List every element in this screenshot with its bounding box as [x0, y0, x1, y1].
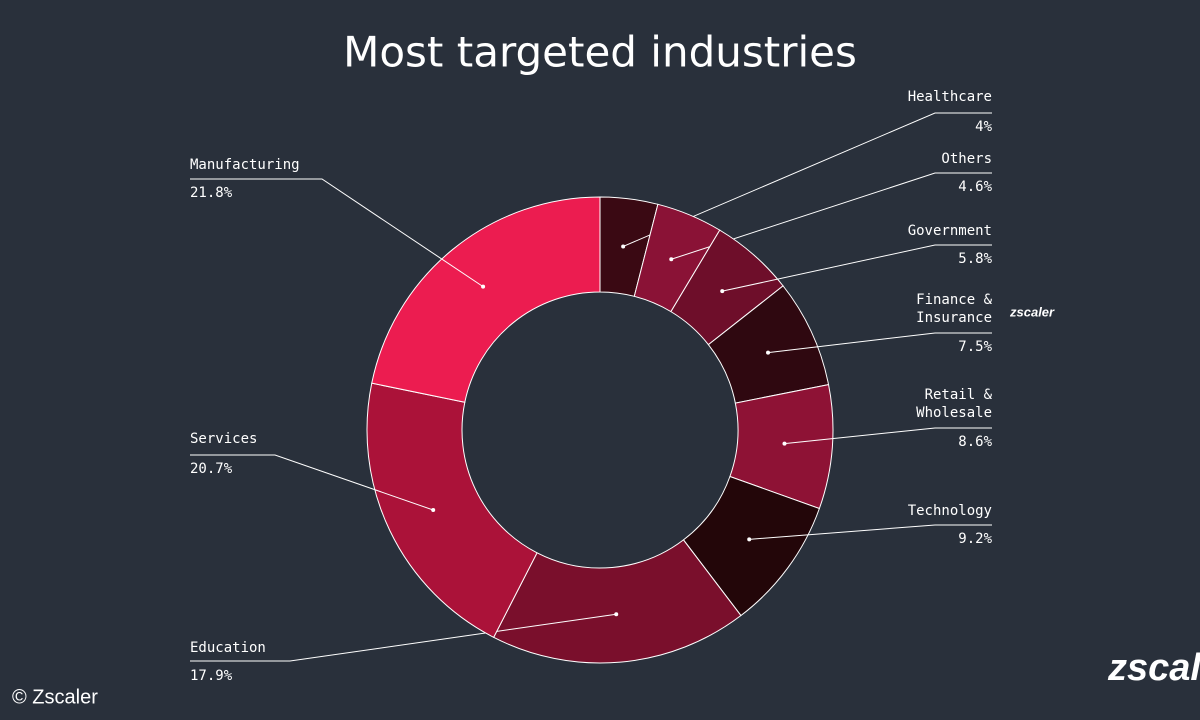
value-label: 4.6%: [958, 179, 992, 195]
leader-dot: [747, 537, 752, 542]
leader-dot: [621, 244, 626, 249]
leader-line: [190, 178, 484, 288]
leader-dot: [669, 257, 674, 262]
value-label: 7.5%: [958, 339, 992, 355]
category-label: Finance & Insurance: [916, 292, 992, 326]
value-label: 21.8%: [190, 185, 233, 201]
value-label: 4%: [975, 119, 992, 135]
slice: [366, 382, 538, 638]
slice: [492, 539, 742, 664]
category-label: Retail & Wholesale: [916, 387, 992, 421]
value-label: 5.8%: [958, 251, 992, 267]
category-label: Manufacturing: [190, 157, 300, 173]
leader-line: [722, 244, 992, 292]
leader-line: [190, 454, 434, 511]
leader-line: [190, 613, 617, 662]
category-label: Education: [190, 640, 266, 656]
category-label: Others: [941, 151, 992, 167]
value-label: 8.6%: [958, 434, 992, 450]
leader-dot: [766, 350, 771, 355]
leader-dot: [481, 284, 486, 289]
logo-small: zscaler: [1009, 304, 1055, 319]
category-label: Technology: [907, 503, 992, 519]
leader-line: [671, 172, 992, 260]
logo-large: zscaler: [1107, 647, 1200, 689]
value-label: 9.2%: [958, 531, 992, 547]
leader-line: [749, 524, 992, 540]
category-label: Services: [190, 431, 258, 447]
slice: [371, 196, 601, 403]
leader-line: [622, 112, 992, 247]
leader-dot: [720, 289, 725, 294]
leader-dot: [431, 508, 436, 513]
leader-dot: [782, 441, 787, 446]
value-label: 20.7%: [190, 461, 233, 477]
source: © Zscaler: [12, 686, 98, 708]
category-label: Healthcare: [907, 89, 992, 105]
leader-line: [767, 332, 992, 354]
category-label: Government: [907, 223, 992, 239]
leader-dot: [614, 612, 619, 617]
value-label: 17.9%: [190, 668, 233, 684]
chart-title: Most targeted industries: [343, 28, 857, 77]
leader-line: [784, 427, 992, 445]
